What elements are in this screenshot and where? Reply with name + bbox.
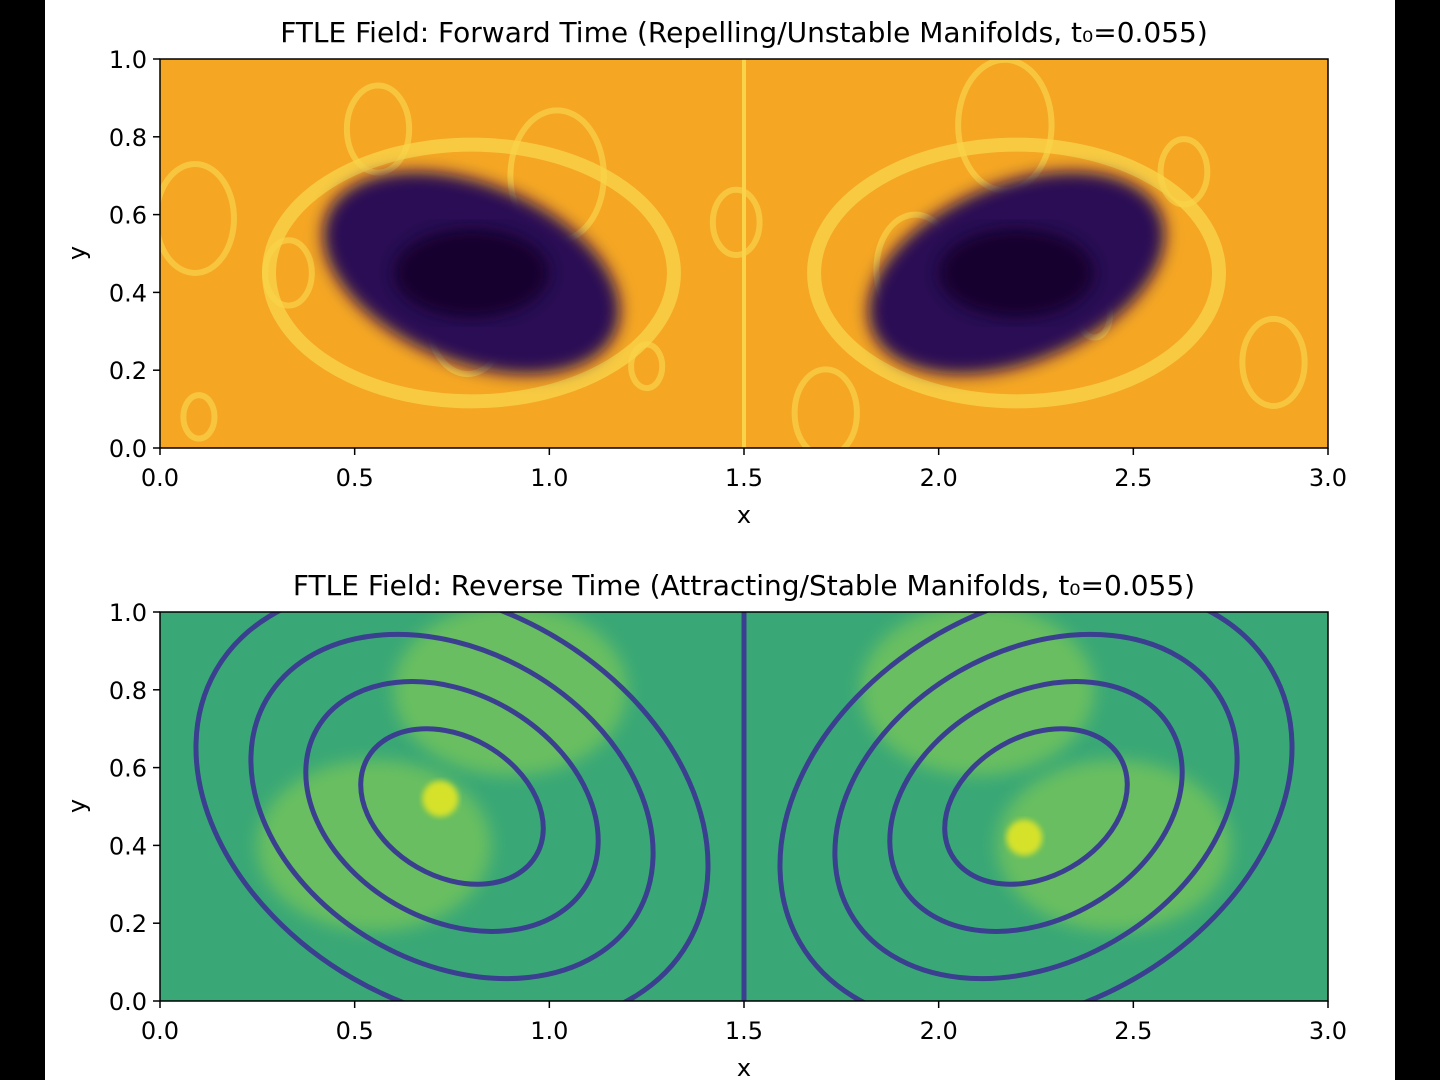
chart-title: FTLE Field: Reverse Time (Attracting/Sta… — [293, 569, 1195, 602]
low-ftle-core — [393, 228, 550, 318]
y-tick-label: 0.6 — [109, 755, 147, 783]
y-tick-label: 0.6 — [109, 202, 147, 230]
y-axis-label: y — [63, 799, 91, 813]
chart-reverse-ftle: FTLE Field: Reverse Time (Attracting/Sta… — [63, 569, 1347, 1080]
x-tick-label: 1.0 — [530, 464, 568, 492]
y-tick-label: 1.0 — [109, 599, 147, 627]
y-tick-label: 0.2 — [109, 910, 147, 938]
ridge — [303, 679, 601, 934]
bright-lobe — [393, 612, 628, 776]
axes: 0.0 0.5 1.0 1.5 2.0 2.5 3.0 0.0 0.2 0.4 0.6 0.8 1.0 — [109, 46, 1347, 492]
x-tick-label: 0.0 — [141, 464, 179, 492]
ridge — [832, 631, 1240, 982]
x-axis-label: x — [737, 1054, 751, 1080]
heatmap-image — [160, 59, 1308, 448]
ridge — [358, 726, 546, 887]
filament — [791, 366, 860, 448]
heatmap-image — [193, 612, 1295, 1001]
filament-ring — [262, 137, 681, 409]
filament — [343, 82, 413, 176]
bright-lobe — [997, 759, 1231, 931]
hotspot — [1006, 819, 1043, 856]
figure-sheet: FTLE Field: Forward Time (Repelling/Unst… — [45, 0, 1395, 1080]
x-tick-label: 0.5 — [336, 1017, 374, 1045]
y-tick-label: 1.0 — [109, 46, 147, 74]
ridge — [193, 612, 711, 1001]
x-tick-label: 3.0 — [1309, 464, 1347, 492]
ridge-layer — [193, 612, 1295, 1001]
x-tick-label: 2.0 — [920, 1017, 958, 1045]
filament — [1239, 315, 1308, 409]
y-tick-label: 0.2 — [109, 357, 147, 385]
x-tick-label: 2.5 — [1114, 464, 1152, 492]
y-tick-label: 0.4 — [109, 832, 147, 860]
x-tick-label: 0.0 — [141, 1017, 179, 1045]
hotspot — [422, 780, 459, 817]
filament — [160, 161, 237, 276]
y-tick-label: 0.8 — [109, 124, 147, 152]
bright-lobe — [860, 612, 1095, 776]
ridge — [248, 631, 656, 982]
x-tick-label: 1.5 — [725, 464, 763, 492]
chart-title: FTLE Field: Forward Time (Repelling/Unst… — [280, 16, 1208, 49]
low-ftle-core — [938, 228, 1095, 318]
y-tick-label: 0.8 — [109, 677, 147, 705]
filament-ring — [807, 137, 1226, 409]
filament — [709, 186, 763, 259]
bright-lobe — [257, 759, 491, 931]
x-tick-label: 1.0 — [530, 1017, 568, 1045]
figure: FTLE Field: Forward Time (Repelling/Unst… — [63, 16, 1347, 1080]
ridge — [887, 679, 1185, 934]
x-tick-label: 1.5 — [725, 1017, 763, 1045]
filament — [180, 392, 218, 442]
axes: 0.0 0.5 1.0 1.5 2.0 2.5 3.0 0.0 0.2 0.4 0.6 0.8 1.0 — [109, 599, 1347, 1045]
x-tick-label: 0.5 — [336, 464, 374, 492]
y-axis-label: y — [63, 246, 91, 260]
x-axis-label: x — [737, 501, 751, 529]
y-tick-label: 0.0 — [109, 988, 147, 1016]
ridge — [942, 726, 1130, 887]
x-tick-label: 3.0 — [1309, 1017, 1347, 1045]
chart-forward-ftle: FTLE Field: Forward Time (Repelling/Unst… — [63, 16, 1347, 529]
x-tick-label: 2.5 — [1114, 1017, 1152, 1045]
y-tick-label: 0.0 — [109, 435, 147, 463]
y-tick-label: 0.4 — [109, 279, 147, 307]
x-tick-label: 2.0 — [920, 464, 958, 492]
ridge — [777, 612, 1295, 1001]
